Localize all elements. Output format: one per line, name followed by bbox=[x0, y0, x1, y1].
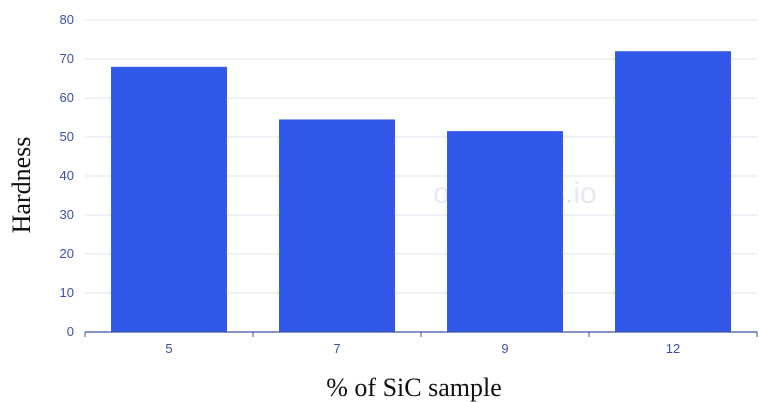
bar-5 bbox=[111, 66, 227, 333]
x-tick-label: 7 bbox=[333, 341, 340, 356]
x-axis-title: % of SiC sample bbox=[326, 373, 502, 402]
bar-9 bbox=[447, 131, 563, 332]
y-tick-label: 40 bbox=[60, 168, 74, 183]
bars bbox=[111, 51, 731, 333]
y-tick-label: 10 bbox=[60, 285, 74, 300]
x-tick-label: 5 bbox=[165, 341, 172, 356]
bar-12 bbox=[615, 51, 731, 332]
y-tick-label: 80 bbox=[60, 12, 74, 27]
x-tick-label: 12 bbox=[666, 341, 680, 356]
y-tick-label: 50 bbox=[60, 129, 74, 144]
x-axis-ticks: 5 7 9 12 bbox=[84, 332, 758, 356]
y-tick-label: 20 bbox=[60, 246, 74, 261]
bar-7 bbox=[279, 119, 395, 332]
y-tick-label: 60 bbox=[60, 90, 74, 105]
y-axis-ticks: 0 10 20 30 40 50 60 70 80 bbox=[60, 12, 74, 339]
y-tick-label: 70 bbox=[60, 51, 74, 66]
y-tick-label: 0 bbox=[67, 324, 74, 339]
y-tick-label: 30 bbox=[60, 207, 74, 222]
y-axis-title: Hardness bbox=[7, 137, 36, 234]
x-tick-label: 9 bbox=[501, 341, 508, 356]
